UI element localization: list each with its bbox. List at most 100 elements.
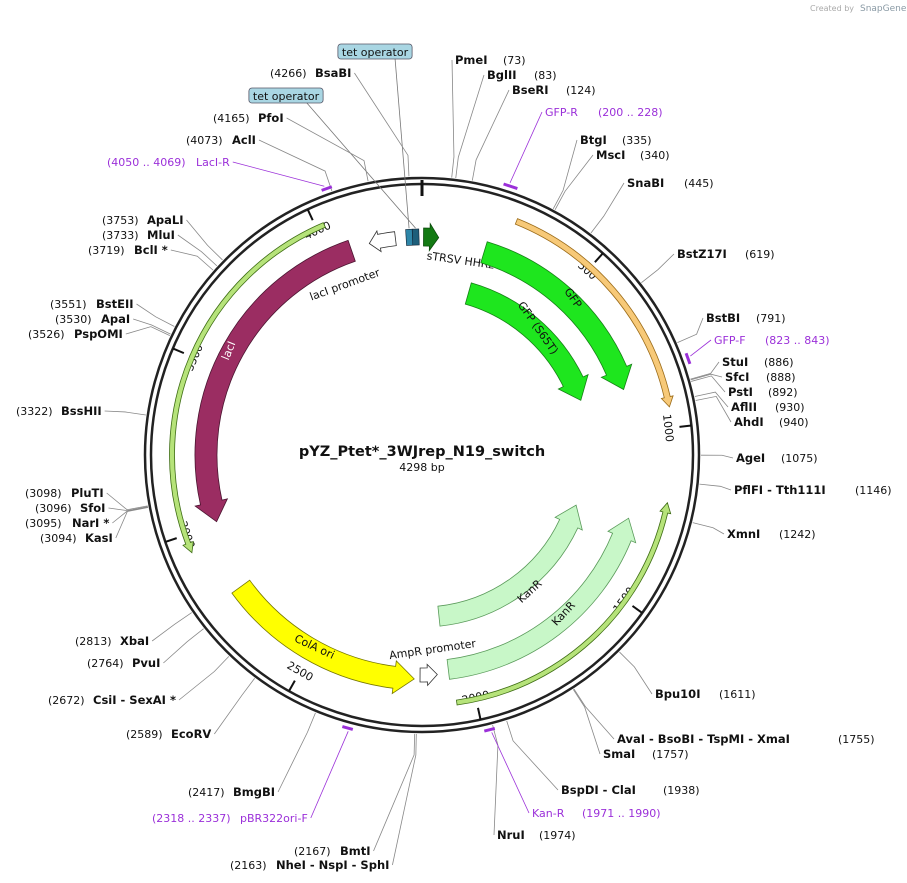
site-name: XmnI <box>727 527 760 541</box>
site-name: PspOMI <box>74 327 123 341</box>
site-leader <box>700 454 734 459</box>
site-leader <box>573 688 615 740</box>
site-name: PstI <box>728 385 753 399</box>
feature-label: tet operator <box>253 90 320 103</box>
primer-mark <box>503 182 518 190</box>
site-position: (940) <box>779 416 809 429</box>
site-name: ApaLI <box>147 213 184 227</box>
site-leader <box>177 234 218 267</box>
feature-box <box>248 87 324 104</box>
site-position: (930) <box>775 401 805 414</box>
site-name: Bpu10I <box>655 687 700 701</box>
site-leader <box>690 373 723 381</box>
site-position: (2417) <box>188 786 225 799</box>
site-name: BsaBI <box>315 66 351 80</box>
primer-name: pBR322ori-F <box>240 812 308 825</box>
site-leader <box>677 317 704 344</box>
site-name: BstBI <box>706 311 740 325</box>
site-leader <box>695 395 732 423</box>
site-leader <box>106 492 148 511</box>
feature-arc <box>437 504 583 627</box>
site-name: MscI <box>596 148 625 162</box>
site-position: (1755) <box>838 733 875 746</box>
site-position: (445) <box>684 177 714 190</box>
site-name: BseRI <box>512 83 549 97</box>
site-name: AclI <box>232 133 256 147</box>
site-position: (2764) <box>87 657 124 670</box>
site-name: PfoI <box>258 111 284 125</box>
feature-arc <box>446 517 637 680</box>
ring-tick-label: 1000 <box>660 413 676 442</box>
feature-box <box>337 43 413 60</box>
site-position: (619) <box>745 248 775 261</box>
ring-tick <box>679 424 692 428</box>
site-position: (73) <box>503 54 526 67</box>
feature-arc <box>368 229 397 253</box>
site-position: (1757) <box>652 748 689 761</box>
site-name: BclI * <box>134 243 168 257</box>
site-position: (3095) <box>25 517 62 530</box>
primer-mark <box>341 725 354 731</box>
site-position: (1146) <box>855 484 892 497</box>
site-position: (3094) <box>40 532 77 545</box>
site-name: PvuI <box>132 656 160 670</box>
site-name: SnaBI <box>627 176 664 190</box>
site-name: NheI - NspI - SphI <box>276 858 389 872</box>
site-position: (1242) <box>779 528 816 541</box>
site-position: (3733) <box>102 229 139 242</box>
site-position: (2672) <box>48 694 85 707</box>
site-name: EcoRV <box>171 727 211 741</box>
site-leader <box>286 117 369 182</box>
site-leader <box>354 72 410 177</box>
site-name: AvaI - BsoBI - TspMI - XmaI <box>617 732 790 746</box>
feature-block <box>405 228 414 246</box>
site-leader <box>694 391 729 408</box>
site-position: (335) <box>622 134 652 147</box>
site-leader <box>277 712 316 793</box>
site-name: BspDI - ClaI <box>561 783 636 797</box>
site-leader <box>136 303 175 327</box>
feature-arc <box>423 222 440 252</box>
site-name: BssHII <box>61 404 102 418</box>
ring-tick <box>306 208 314 221</box>
site-position: (791) <box>756 312 786 325</box>
feature-arc <box>231 579 415 695</box>
site-leader <box>151 612 192 642</box>
site-position: (2813) <box>75 635 112 648</box>
ring-tick <box>594 252 604 263</box>
site-position: (4073) <box>186 134 223 147</box>
site-leader <box>699 483 732 491</box>
site-leader <box>552 139 578 209</box>
plasmid-title: pYZ_Ptet*_3WJrep_N19_switch <box>299 444 545 460</box>
primer-leader <box>690 339 712 357</box>
site-name: KasI <box>85 531 113 545</box>
site-name: BtgI <box>580 133 607 147</box>
primer-mark <box>684 352 692 365</box>
ring-outer <box>143 176 701 734</box>
site-position: (340) <box>640 149 670 162</box>
primer-name: LacI-R <box>196 156 230 169</box>
primer-range: (2318 .. 2337) <box>152 812 231 825</box>
site-name: MluI <box>147 228 175 242</box>
feature-arc <box>480 241 633 391</box>
site-leader <box>186 219 223 261</box>
site-name: AhdI <box>734 415 764 429</box>
green-arc <box>455 501 672 706</box>
site-leader <box>125 326 171 336</box>
site-position: (3551) <box>50 298 87 311</box>
site-leader <box>692 522 725 535</box>
site-position: (83) <box>534 69 557 82</box>
site-position: (3719) <box>88 244 125 257</box>
primer-leader <box>491 732 530 814</box>
site-leader <box>590 182 625 234</box>
ring-tick-label: 2500 <box>285 659 316 684</box>
site-position: (3526) <box>28 328 65 341</box>
site-leader <box>112 506 148 524</box>
ring-tick <box>165 537 178 543</box>
site-position: (4165) <box>213 112 250 125</box>
site-position: (886) <box>764 356 794 369</box>
site-name: SfoI <box>80 501 105 515</box>
site-leader <box>471 89 510 181</box>
ring-tick <box>476 707 482 720</box>
